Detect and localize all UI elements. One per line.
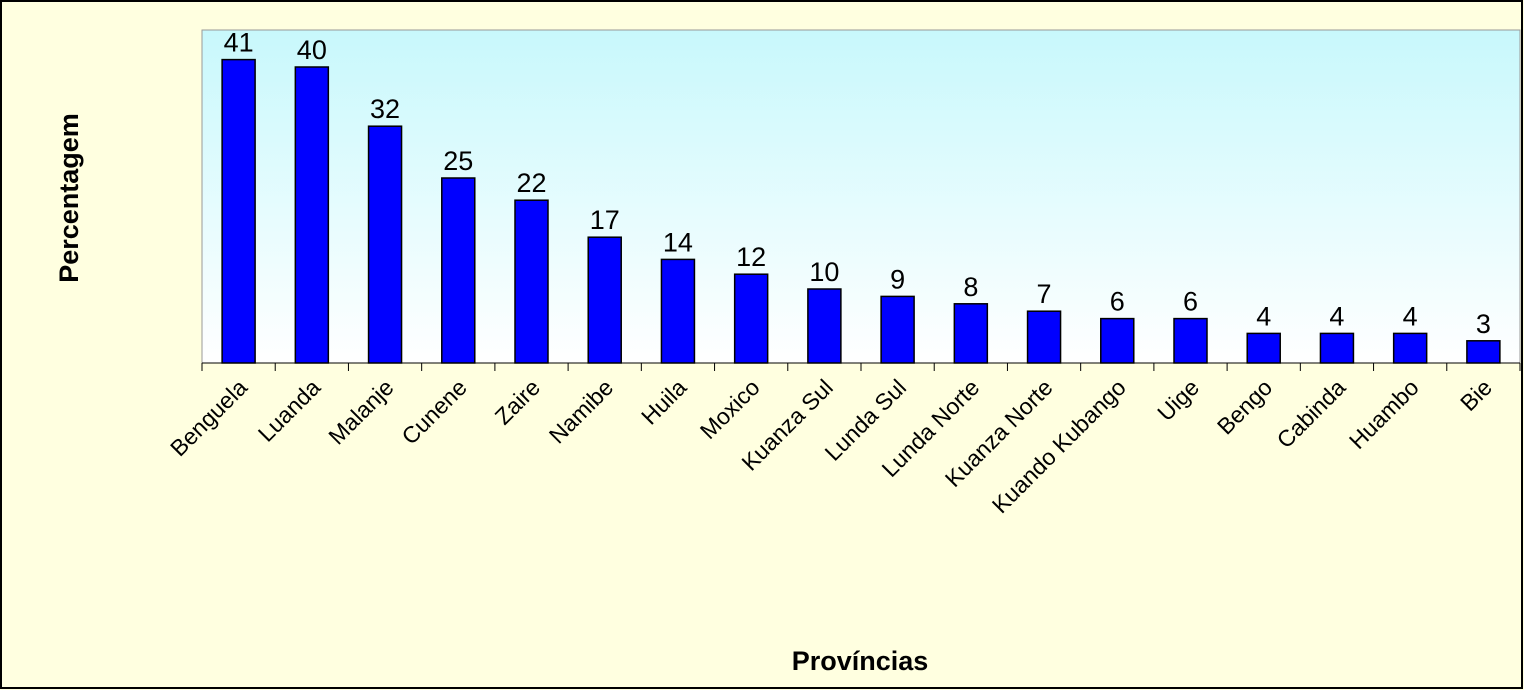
bar	[1246, 332, 1281, 364]
bar	[441, 177, 476, 364]
plot-area	[201, 29, 1521, 364]
bar	[953, 303, 989, 364]
value-label: 6	[1183, 287, 1198, 317]
bar	[733, 273, 769, 364]
value-label: 4	[1403, 301, 1418, 331]
bar	[367, 125, 403, 364]
value-label: 12	[736, 242, 766, 272]
bar	[1392, 332, 1428, 364]
value-label: 17	[590, 205, 620, 235]
bar	[1466, 340, 1501, 364]
value-label: 7	[1037, 279, 1052, 309]
bar	[1319, 332, 1355, 364]
bar	[1026, 310, 1062, 364]
y-axis-title: Percentagem	[54, 113, 84, 283]
value-label: 14	[663, 227, 693, 257]
bar	[880, 295, 915, 364]
value-label: 32	[370, 94, 400, 124]
value-label: 25	[443, 146, 473, 176]
bar	[221, 58, 256, 364]
x-axis-title: Províncias	[792, 646, 929, 676]
value-label: 22	[516, 168, 546, 198]
value-label: 6	[1110, 287, 1125, 317]
bar	[1173, 317, 1208, 364]
value-label: 8	[963, 272, 978, 302]
value-label: 3	[1476, 309, 1491, 339]
value-label: 4	[1256, 301, 1271, 331]
value-label: 4	[1329, 301, 1344, 331]
value-label: 9	[890, 264, 905, 294]
bar	[294, 66, 330, 364]
bar	[1100, 317, 1135, 364]
bar	[807, 288, 842, 364]
bar	[514, 199, 549, 364]
value-label: 40	[297, 35, 327, 65]
bar	[660, 258, 696, 364]
value-label: 10	[809, 257, 839, 287]
value-label: 41	[224, 28, 254, 58]
bar	[587, 236, 622, 364]
